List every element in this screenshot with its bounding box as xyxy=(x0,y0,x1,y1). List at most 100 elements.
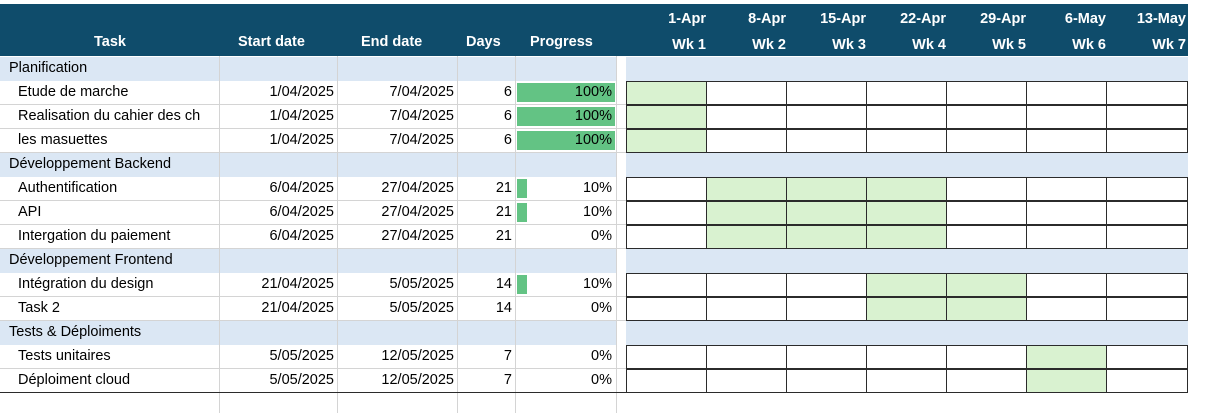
timeline-cell[interactable] xyxy=(947,226,1027,248)
task-row[interactable]: Intergation du paiement 6/04/2025 27/04/20… xyxy=(0,225,1188,249)
timeline-cell[interactable] xyxy=(1027,202,1107,224)
week-label-3[interactable]: Wk 3 xyxy=(832,37,866,53)
timeline-cell[interactable] xyxy=(1107,370,1187,392)
header-task[interactable]: Task xyxy=(94,34,126,50)
timeline-cell[interactable] xyxy=(1107,346,1187,368)
header-progress[interactable]: Progress xyxy=(530,34,593,50)
end-date-cell[interactable]: 7/04/2025 xyxy=(389,132,454,148)
week-date-5[interactable]: 29-Apr xyxy=(980,11,1026,27)
task-name-cell[interactable]: API xyxy=(18,204,42,220)
task-name-cell[interactable]: Realisation du cahier des ch xyxy=(18,108,201,124)
progress-cell[interactable]: 0% xyxy=(591,348,612,364)
timeline-cell[interactable] xyxy=(787,130,867,152)
end-date-cell[interactable]: 5/05/2025 xyxy=(389,300,454,316)
timeline-cell-active[interactable] xyxy=(867,226,947,248)
timeline-cell-active[interactable] xyxy=(947,274,1027,296)
timeline-cell-active[interactable] xyxy=(627,130,707,152)
timeline-cell[interactable] xyxy=(1107,130,1187,152)
timeline-cell[interactable] xyxy=(947,130,1027,152)
timeline-cell[interactable] xyxy=(1027,298,1107,320)
end-date-cell[interactable]: 12/05/2025 xyxy=(381,348,454,364)
timeline-cell[interactable] xyxy=(707,130,787,152)
start-date-cell[interactable]: 21/04/2025 xyxy=(261,276,334,292)
task-name-cell[interactable]: Intégration du design xyxy=(18,276,154,292)
timeline-cell-active[interactable] xyxy=(1027,370,1107,392)
week-label-1[interactable]: Wk 1 xyxy=(672,37,706,53)
end-date-cell[interactable]: 5/05/2025 xyxy=(389,276,454,292)
timeline-cell-active[interactable] xyxy=(867,202,947,224)
timeline-cell[interactable] xyxy=(1027,106,1107,128)
section-row[interactable]: Tests & Déploiments xyxy=(0,321,1188,345)
timeline-cell[interactable] xyxy=(787,106,867,128)
timeline-cell[interactable] xyxy=(947,202,1027,224)
timeline-cell-active[interactable] xyxy=(707,202,787,224)
section-row[interactable]: Planification xyxy=(0,57,1188,81)
week-label-7[interactable]: Wk 7 xyxy=(1152,37,1186,53)
timeline-cell-active[interactable] xyxy=(787,178,867,200)
progress-cell[interactable]: 10% xyxy=(582,180,612,196)
progress-cell[interactable]: 10% xyxy=(582,204,612,220)
days-cell[interactable]: 7 xyxy=(503,348,512,364)
timeline-cell-active[interactable] xyxy=(627,106,707,128)
timeline-cell[interactable] xyxy=(947,178,1027,200)
timeline-cell-active[interactable] xyxy=(787,226,867,248)
task-row[interactable]: Etude de marche 1/04/2025 7/04/2025 6 100% xyxy=(0,81,1188,105)
section-row[interactable]: Développement Frontend xyxy=(0,249,1188,273)
week-date-7[interactable]: 13-May xyxy=(1136,11,1186,27)
timeline-cell[interactable] xyxy=(947,82,1027,104)
week-date-1[interactable]: 1-Apr xyxy=(668,11,706,27)
week-date-4[interactable]: 22-Apr xyxy=(900,11,946,27)
timeline-cell[interactable] xyxy=(947,106,1027,128)
start-date-cell[interactable]: 1/04/2025 xyxy=(269,108,334,124)
timeline-cell[interactable] xyxy=(1107,202,1187,224)
timeline-cell[interactable] xyxy=(627,178,707,200)
progress-cell[interactable]: 0% xyxy=(591,372,612,388)
timeline-cell-active[interactable] xyxy=(627,82,707,104)
task-name-cell[interactable]: Authentification xyxy=(18,180,118,196)
task-row[interactable]: Task 2 21/04/2025 5/05/2025 14 0% xyxy=(0,297,1188,321)
timeline-cell[interactable] xyxy=(947,370,1027,392)
timeline-cell[interactable] xyxy=(707,274,787,296)
timeline-cell[interactable] xyxy=(627,226,707,248)
start-date-cell[interactable]: 6/04/2025 xyxy=(269,180,334,196)
days-cell[interactable]: 21 xyxy=(495,228,512,244)
start-date-cell[interactable]: 5/05/2025 xyxy=(269,372,334,388)
days-cell[interactable]: 14 xyxy=(495,276,512,292)
timeline-cell[interactable] xyxy=(1027,82,1107,104)
progress-cell[interactable]: 10% xyxy=(582,276,612,292)
progress-cell[interactable]: 100% xyxy=(574,84,612,100)
timeline-cell[interactable] xyxy=(1107,82,1187,104)
week-date-3[interactable]: 15-Apr xyxy=(820,11,866,27)
timeline-cell[interactable] xyxy=(707,106,787,128)
timeline-cell[interactable] xyxy=(707,298,787,320)
timeline-cell-active[interactable] xyxy=(787,202,867,224)
start-date-cell[interactable]: 1/04/2025 xyxy=(269,84,334,100)
timeline-cell[interactable] xyxy=(1027,274,1107,296)
days-cell[interactable]: 21 xyxy=(495,204,512,220)
timeline-cell[interactable] xyxy=(867,130,947,152)
task-row[interactable]: Authentification 6/04/2025 27/04/2025 21 10% xyxy=(0,177,1188,201)
days-cell[interactable]: 14 xyxy=(495,300,512,316)
task-name-cell[interactable]: Déploiment cloud xyxy=(18,372,131,388)
days-cell[interactable]: 6 xyxy=(503,108,512,124)
timeline-cell[interactable] xyxy=(787,298,867,320)
week-date-2[interactable]: 8-Apr xyxy=(748,11,786,27)
timeline-cell[interactable] xyxy=(627,202,707,224)
timeline-cell[interactable] xyxy=(787,82,867,104)
progress-cell[interactable]: 0% xyxy=(591,228,612,244)
task-name-cell[interactable]: Etude de marche xyxy=(18,84,129,100)
timeline-cell-active[interactable] xyxy=(867,178,947,200)
end-date-cell[interactable]: 12/05/2025 xyxy=(381,372,454,388)
timeline-cell[interactable] xyxy=(867,106,947,128)
header-days[interactable]: Days xyxy=(466,34,501,50)
timeline-cell[interactable] xyxy=(867,370,947,392)
end-date-cell[interactable]: 7/04/2025 xyxy=(389,84,454,100)
timeline-cell[interactable] xyxy=(787,346,867,368)
start-date-cell[interactable]: 6/04/2025 xyxy=(269,204,334,220)
progress-cell[interactable]: 100% xyxy=(574,132,612,148)
task-name-cell[interactable]: Intergation du paiement xyxy=(18,228,171,244)
task-row[interactable]: Tests unitaires 5/05/2025 12/05/2025 7 0% xyxy=(0,345,1188,369)
timeline-cell[interactable] xyxy=(627,370,707,392)
timeline-cell[interactable] xyxy=(867,346,947,368)
timeline-cell[interactable] xyxy=(1107,106,1187,128)
